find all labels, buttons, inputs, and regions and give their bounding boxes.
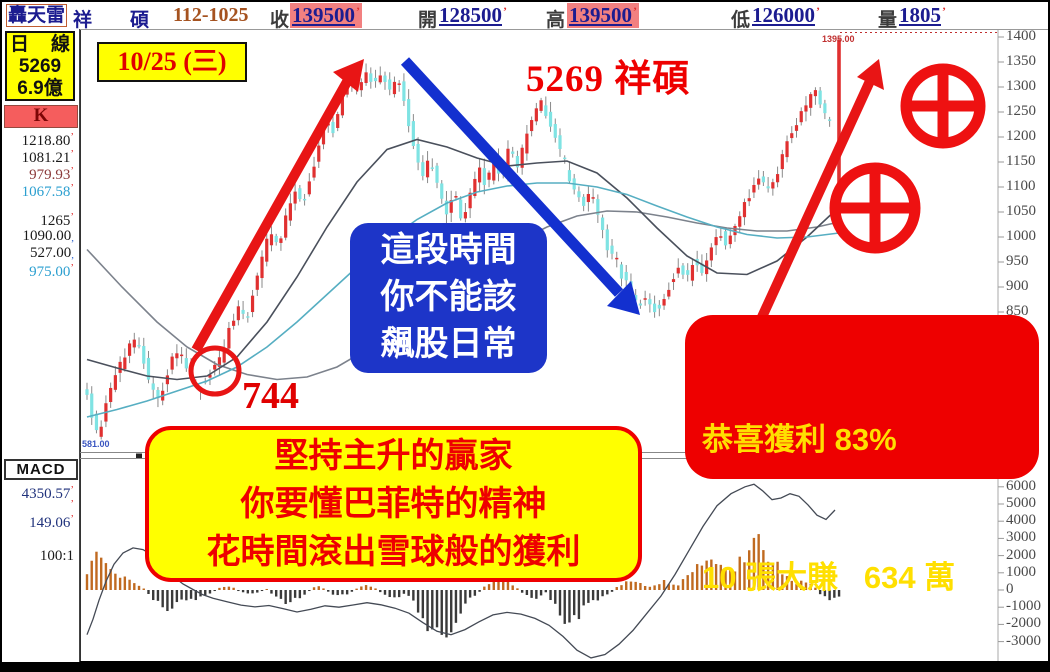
blue-message-box: 這段時間 你不能該 飆股日常: [350, 223, 547, 373]
stock-name-char2: 碩: [130, 10, 150, 31]
indicator-value: 1218.80’: [21, 131, 74, 149]
axis-tick-label: 1000: [1006, 563, 1036, 580]
session-date: 112-1025: [173, 4, 249, 26]
blue-box-line: 這段時間: [380, 231, 517, 269]
indicator-value: 4350.57’: [21, 484, 74, 502]
blue-down-arrow: [400, 57, 640, 315]
axis-tick-label: -2000: [1006, 615, 1041, 632]
date-callout: 10/25 (三): [97, 42, 247, 82]
axis-tick-label: 6000: [1006, 477, 1036, 494]
indicator-value: ’: [70, 498, 74, 510]
red-up-arrow-2: [757, 59, 884, 320]
period-box[interactable]: 日 線 5269 6.9億: [5, 31, 75, 101]
yellow-box-line: 堅持主升的贏家: [274, 437, 513, 475]
axis-tick-label: 1350: [1006, 53, 1036, 69]
axis-tick-label: 1150: [1006, 153, 1036, 169]
session-high-marker: 1395.00: [822, 34, 855, 44]
entry-circle: [188, 345, 242, 397]
open-value: 128500: [439, 3, 507, 28]
quote-bar: 轟天雷 祥 碩 112-1025 收 139500 開 128500 高 139…: [2, 2, 1048, 31]
axis-tick-label: 950: [1006, 253, 1029, 269]
indicator-value: 1265’: [40, 211, 74, 229]
indicator-value: 975.00’: [29, 262, 74, 280]
stock-title-callout: 5269 祥碩: [526, 59, 691, 100]
yellow-message-box: 堅持主升的贏家 你要懂巴菲特的精神 花時間滾出雪球般的獲利: [145, 426, 642, 582]
indicator-value: 1090.00,: [22, 228, 75, 244]
k-indicator-button[interactable]: K: [4, 105, 78, 128]
indicator-value: 527.00,: [30, 245, 74, 261]
yellow-box-line: 你要懂巴菲特的精神: [240, 485, 547, 523]
turnover-amount: 6.9億: [17, 78, 63, 99]
axis-tick-label: -3000: [1006, 632, 1041, 649]
axis-tick-label: 1250: [1006, 103, 1036, 119]
axis-tick-label: 1000: [1006, 228, 1036, 244]
axis-tick-label: 2000: [1006, 546, 1036, 563]
indicator-value: 149.06’: [29, 513, 74, 531]
axis-tick-label: 4000: [1006, 512, 1036, 529]
high-label: 高: [546, 10, 566, 31]
indicator-value: 979.93’: [29, 165, 74, 183]
indicator-value: 100:1: [39, 548, 74, 564]
close-label: 收: [270, 10, 290, 31]
period-label-left: 日: [10, 34, 30, 55]
indicator-value: 1081.21’: [21, 148, 74, 166]
axis-tick-label: 900: [1006, 278, 1029, 294]
axis-tick-label: 3000: [1006, 529, 1036, 546]
plus-circle-icon-2: [829, 162, 921, 254]
red-up-arrow-1: [191, 59, 364, 353]
macd-indicator-button[interactable]: MACD: [4, 459, 78, 480]
stock-code: 5269: [18, 56, 62, 77]
axis-tick-label: 0: [1006, 581, 1014, 597]
stock-name-char1: 祥: [73, 10, 93, 31]
entry-price-label: 744: [242, 375, 299, 417]
plus-circle-icon-1: [900, 63, 986, 149]
open-label: 開: [418, 10, 438, 31]
close-value: 139500: [290, 3, 362, 28]
profit-box-line: 恭喜獲利 83%: [702, 422, 897, 457]
blue-box-line: 飆股日常: [380, 325, 517, 363]
axis-tick-label: 5000: [1006, 495, 1036, 511]
blue-box-line: 你不能該: [380, 278, 517, 316]
high-value: 139500: [567, 3, 639, 28]
low-value: 126000: [752, 3, 820, 28]
period-label-right: 線: [50, 34, 70, 55]
history-low-marker: 581.00: [82, 439, 110, 449]
low-label: 低: [731, 10, 751, 31]
axis-tick-label: 1300: [1006, 78, 1036, 94]
axis-tick-label: 1050: [1006, 203, 1036, 219]
profit-message-box: 恭喜獲利 83% 10 張大賺 634 萬 20 張大賺 1268 萬: [685, 315, 1039, 595]
app-logo: 轟天雷: [6, 4, 68, 27]
scrollbar-marker[interactable]: [136, 453, 142, 459]
indicator-value: 1067.58’: [21, 182, 74, 200]
volume-value: 1805: [899, 3, 946, 28]
bottom-scroll-area[interactable]: [2, 661, 1048, 670]
axis-tick-label: 1400: [1006, 28, 1036, 44]
axis-tick-label: -1000: [1006, 598, 1041, 615]
axis-tick-label: 1200: [1006, 128, 1036, 144]
axis-tick-label: 1100: [1006, 178, 1036, 194]
profit-box-line: 10 張大賺 634 萬: [702, 560, 956, 595]
indicator-sidebar: 日 線 5269 6.9億 K 1218.80’ 1081.21’ 979.93’ 1…: [2, 29, 80, 662]
volume-label: 量: [878, 10, 898, 31]
yellow-box-line: 花時間滾出雪球般的獲利: [206, 533, 581, 571]
